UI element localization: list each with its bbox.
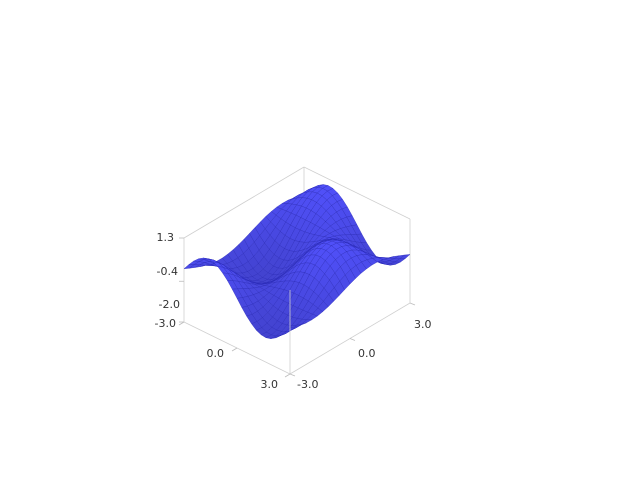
y-tick-mark <box>349 338 356 341</box>
y-tick-mark <box>409 302 416 306</box>
y-tick-label: -3.0 <box>297 378 318 391</box>
box-edge <box>303 166 411 220</box>
y-tick-label: 3.0 <box>414 318 432 331</box>
x-tick-mark <box>284 373 291 378</box>
z-tick-label: -0.4 <box>157 265 178 278</box>
y-tick-mark <box>289 373 296 377</box>
z-tick-label: 1.3 <box>157 231 175 244</box>
x-tick-mark <box>231 347 238 352</box>
x-tick-mark <box>178 321 185 326</box>
y-tick-label: 0.0 <box>358 347 376 360</box>
box-edge <box>183 166 305 239</box>
surface-mesh <box>183 184 411 339</box>
z-tick-label: -2.0 <box>159 298 180 311</box>
x-tick-label: -3.0 <box>155 317 176 330</box>
x-tick-label: 3.0 <box>261 378 279 391</box>
axis-ticks <box>178 237 416 378</box>
x-tick-label: 0.0 <box>207 347 225 360</box>
